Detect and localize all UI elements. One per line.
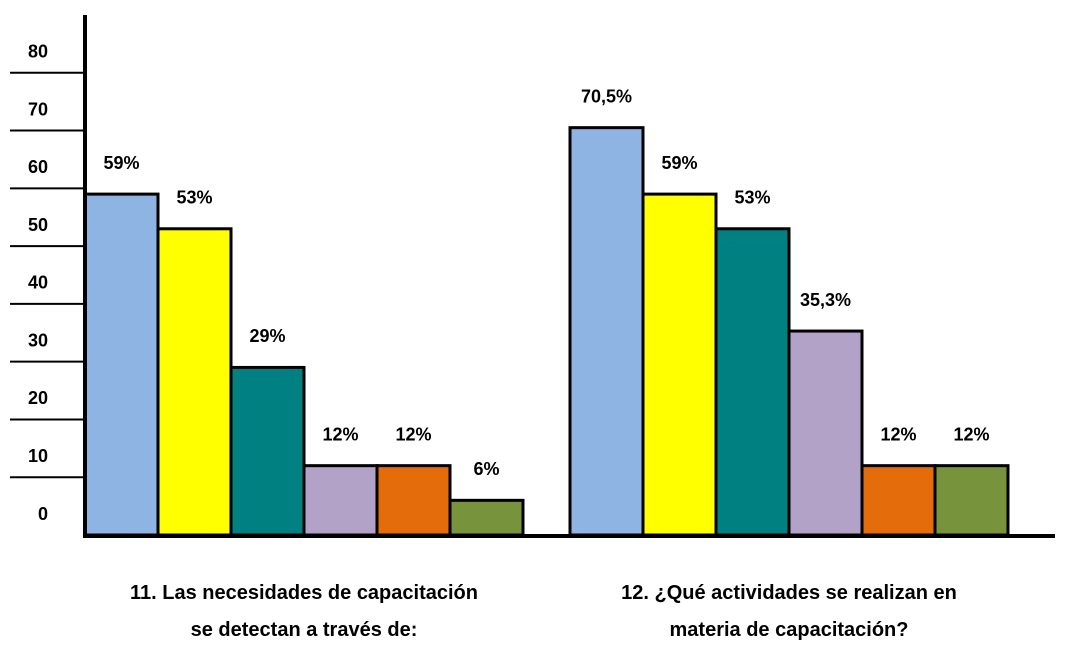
y-tick-label: 20 <box>28 388 48 408</box>
y-tick-label: 70 <box>28 99 48 119</box>
bar <box>714 227 791 537</box>
value-label: 35,3% <box>800 290 851 310</box>
bar <box>375 464 452 537</box>
value-label: 59% <box>103 153 139 173</box>
y-tick-label: 50 <box>28 215 48 235</box>
x-category-label: 12. ¿Qué actividades se realizan en mate… <box>621 582 957 641</box>
bar <box>156 227 233 537</box>
y-tick-label: 60 <box>28 157 48 177</box>
value-label: 12% <box>880 424 916 444</box>
x-category-label: 11. Las necesidades de capacitación se d… <box>130 582 478 641</box>
bar <box>302 464 379 537</box>
bar <box>229 365 306 537</box>
value-label: 29% <box>249 326 285 346</box>
y-tick-label: 10 <box>28 446 48 466</box>
value-label: 12% <box>395 424 431 444</box>
bar <box>787 329 864 537</box>
value-label: 12% <box>322 424 358 444</box>
y-tick-label: 30 <box>28 330 48 350</box>
bar <box>641 192 718 537</box>
value-label: 59% <box>661 153 697 173</box>
value-label: 53% <box>734 188 770 208</box>
y-tick-label: 0 <box>38 504 48 524</box>
value-label: 53% <box>176 188 212 208</box>
value-label: 6% <box>473 459 499 479</box>
bar <box>860 464 937 537</box>
bar <box>933 464 1010 537</box>
bar <box>568 126 645 537</box>
value-label: 12% <box>953 424 989 444</box>
y-tick-label: 40 <box>28 273 48 293</box>
bar <box>448 498 525 537</box>
bar <box>83 192 160 537</box>
value-label: 70,5% <box>581 86 632 106</box>
y-tick-label: 80 <box>28 42 48 62</box>
chart: 0 10 20 30 40 50 60 70 80 59% 53% 29% 12% 12% 6% 70,5% 5… <box>10 15 1055 538</box>
